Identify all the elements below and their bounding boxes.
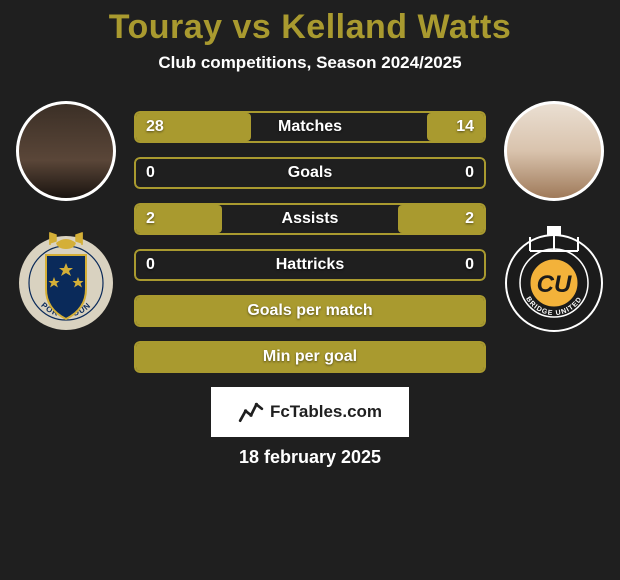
svg-text:CU: CU (537, 271, 572, 298)
stat-label: Goals per match (247, 302, 372, 320)
stat-row: 0 0 Hattricks (134, 249, 486, 281)
comparison-panel: PORT COUN (0, 101, 620, 373)
stat-label: Hattricks (276, 256, 344, 274)
stat-value-left: 28 (146, 118, 164, 136)
date-text: 18 february 2025 (0, 447, 620, 468)
stat-label: Min per goal (263, 348, 357, 366)
stat-label: Assists (282, 210, 339, 228)
club-right-crest: BRIDGE UNITED CU (504, 225, 604, 335)
player-left-avatar (16, 101, 116, 201)
stat-row: 28 14 Matches (134, 111, 486, 143)
stat-value-left: 2 (146, 210, 155, 228)
stat-label: Goals (288, 164, 332, 182)
stat-value-left: 0 (146, 164, 155, 182)
stat-value-right: 2 (465, 210, 474, 228)
stat-value-right: 0 (465, 164, 474, 182)
player-right-avatar (504, 101, 604, 201)
stat-bars: 28 14 Matches 0 0 Goals 2 2 Assists 0 0 Hattricks Go… (134, 101, 486, 373)
stat-row: Goals per match (134, 295, 486, 327)
page-title: Touray vs Kelland Watts (0, 8, 620, 47)
subtitle: Club competitions, Season 2024/2025 (0, 53, 620, 73)
stat-row: Min per goal (134, 341, 486, 373)
player-right-column: BRIDGE UNITED CU (500, 101, 608, 335)
stat-row: 0 0 Goals (134, 157, 486, 189)
stat-value-left: 0 (146, 256, 155, 274)
club-left-crest: PORT COUN (16, 225, 116, 335)
brand-logo: FcTables.com (211, 387, 409, 437)
player-left-column: PORT COUN (12, 101, 120, 335)
stat-value-right: 0 (465, 256, 474, 274)
stat-row: 2 2 Assists (134, 203, 486, 235)
brand-text: FcTables.com (270, 402, 382, 422)
stat-value-right: 14 (456, 118, 474, 136)
stat-label: Matches (278, 118, 342, 136)
chart-icon (238, 399, 264, 425)
